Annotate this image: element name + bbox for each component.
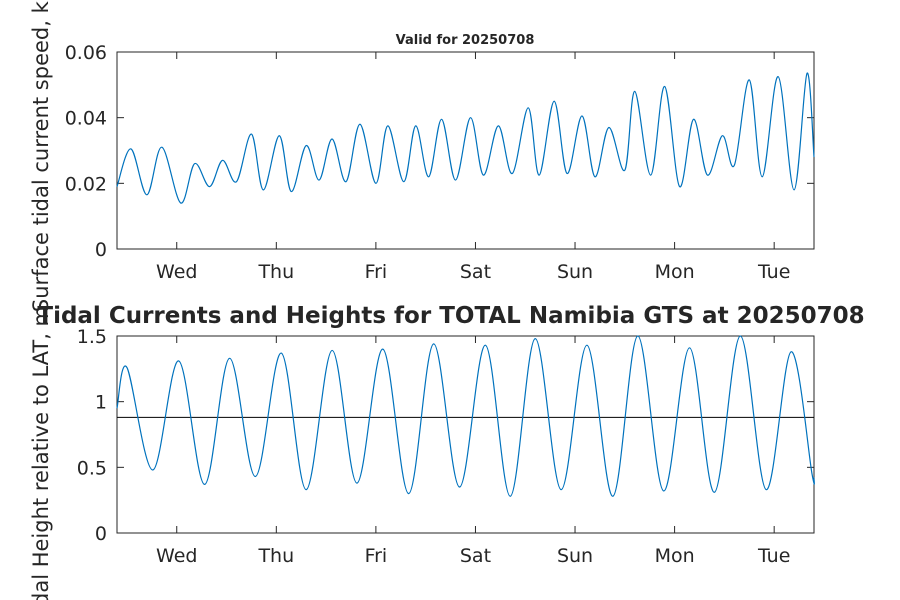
x-tick-label: Fri bbox=[365, 261, 388, 283]
current-speed-ylabel: Surface tidal current speed, kn bbox=[29, 0, 53, 312]
current-speed-title: Valid for 20250708 bbox=[396, 33, 535, 48]
x-tick-label: Tue bbox=[757, 261, 790, 283]
tidal-height-title: Tidal Currents and Heights for TOTAL Nam… bbox=[37, 303, 864, 329]
current-speed-axes: Wed Thu Fri Sat Sun Mon Tue 0 0.02 0.04 0.06 Valid… bbox=[29, 0, 815, 312]
x-tick-label: Mon bbox=[655, 261, 695, 283]
tidal-height-ylabel: Tidal Height relative to LAT, m bbox=[29, 306, 53, 600]
current-speed-plot-area bbox=[116, 51, 815, 250]
x-tick-label: Sun bbox=[557, 545, 593, 567]
y-tick-label: 1.5 bbox=[77, 326, 107, 348]
y-tick-label: 1 bbox=[95, 392, 107, 414]
x-tick-label: Sun bbox=[557, 261, 593, 283]
tidal-height-ticks: Wed Thu Fri Sat Sun Mon Tue 0 0.5 1 1.5 bbox=[77, 326, 814, 567]
tidal-height-series-line bbox=[116, 335, 815, 497]
x-tick-label: Tue bbox=[757, 545, 790, 567]
y-tick-label: 0 bbox=[95, 523, 107, 545]
y-tick-label: 0.02 bbox=[65, 173, 107, 195]
y-tick-label: 0.04 bbox=[65, 108, 107, 130]
x-tick-label: Sat bbox=[460, 545, 491, 567]
x-tick-label: Wed bbox=[156, 545, 197, 567]
current-speed-ticks: Wed Thu Fri Sat Sun Mon Tue 0 0.02 0.04 0.06 bbox=[65, 42, 814, 283]
y-tick-label: 0 bbox=[95, 239, 107, 261]
y-tick-label: 0.06 bbox=[65, 42, 107, 64]
tidal-height-axes: Wed Thu Fri Sat Sun Mon Tue 0 0.5 1 1.5 Tidal Curr… bbox=[29, 303, 865, 600]
y-tick-label: 0.5 bbox=[77, 457, 107, 479]
x-tick-label: Thu bbox=[257, 545, 294, 567]
x-tick-label: Wed bbox=[156, 261, 197, 283]
x-tick-label: Thu bbox=[257, 261, 294, 283]
tidal-height-plot-area bbox=[116, 335, 815, 534]
current-speed-series-line bbox=[116, 72, 815, 204]
x-tick-label: Mon bbox=[655, 545, 695, 567]
x-tick-label: Sat bbox=[460, 261, 491, 283]
x-tick-label: Fri bbox=[365, 545, 388, 567]
